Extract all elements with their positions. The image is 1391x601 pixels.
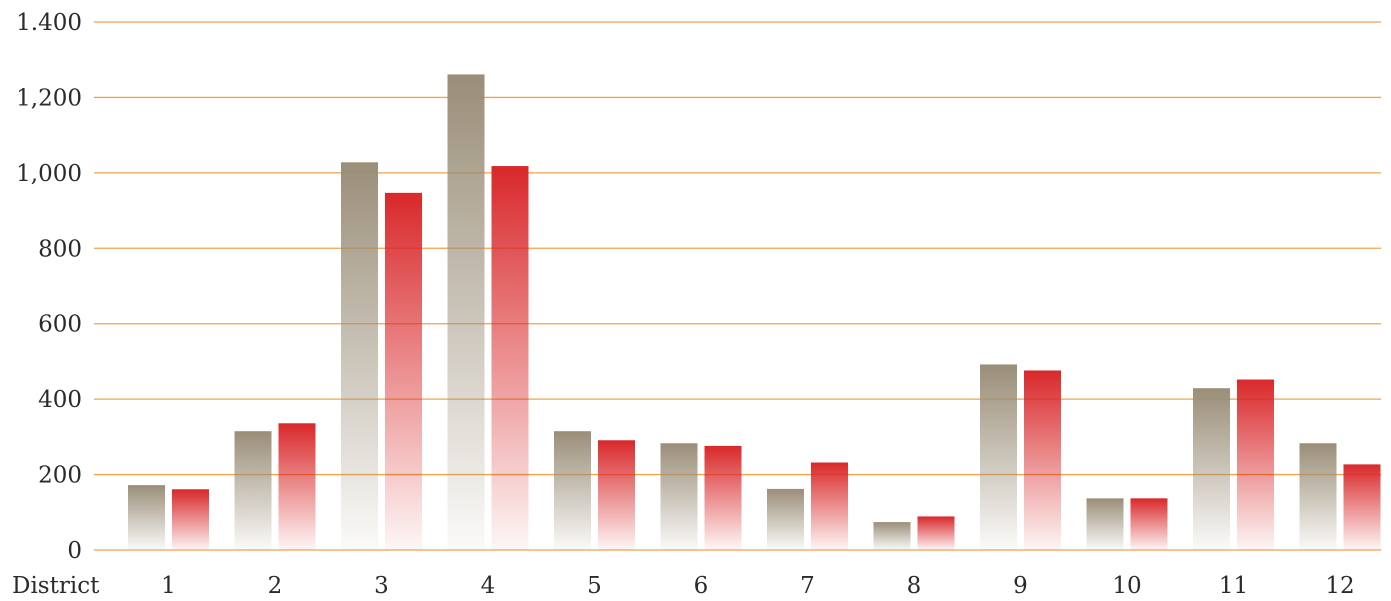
bar-district-9-series-1 [980, 364, 1017, 550]
bar-district-12-series-1 [1299, 443, 1337, 550]
bar-district-10-series-2 [1130, 498, 1168, 550]
bar-district-5-series-2 [598, 440, 635, 550]
y-tick-label: 1,200 [16, 85, 82, 111]
y-tick-label: 1,000 [16, 161, 82, 187]
x-tick-label: 8 [907, 573, 922, 599]
bar-district-4-series-2 [491, 166, 529, 550]
x-tick-label: 5 [587, 573, 602, 599]
x-tick-label: 9 [1013, 573, 1028, 599]
bar-district-6-series-1 [660, 443, 698, 550]
bar-district-5-series-1 [554, 431, 591, 550]
y-tick-label: 600 [38, 312, 82, 338]
bar-district-6-series-2 [704, 445, 742, 550]
y-axis-ticks: 0 200 400 600 800 1,000 1,200 1.400 [16, 10, 82, 564]
bar-district-7-series-2 [811, 462, 848, 550]
x-axis-title: District [12, 573, 100, 599]
bar-district-11-series-2 [1237, 379, 1274, 550]
x-axis-ticks: District 1 2 3 4 5 6 7 8 9 10 11 12 [12, 573, 1355, 599]
x-tick-label: 2 [268, 573, 283, 599]
y-tick-label: 800 [38, 236, 82, 262]
bars [128, 74, 1381, 551]
bar-district-2-series-1 [234, 431, 272, 550]
bar-district-2-series-2 [278, 423, 316, 550]
bar-district-8-series-1 [873, 522, 911, 550]
bar-district-7-series-1 [767, 488, 804, 550]
bar-district-3-series-2 [385, 192, 422, 551]
bar-district-11-series-1 [1193, 388, 1230, 550]
bar-district-4-series-1 [447, 74, 485, 551]
bar-district-1-series-1 [128, 485, 165, 550]
y-tick-label: 200 [38, 463, 82, 489]
y-tick-label: 0 [67, 538, 82, 564]
bar-district-12-series-2 [1343, 464, 1381, 550]
bar-district-10-series-1 [1086, 498, 1124, 550]
x-tick-label: 1 [161, 573, 176, 599]
bar-district-3-series-1 [341, 162, 378, 550]
x-tick-label: 12 [1325, 573, 1354, 599]
x-tick-label: 4 [481, 573, 496, 599]
x-tick-label: 10 [1112, 573, 1141, 599]
x-tick-label: 6 [694, 573, 709, 599]
bar-district-9-series-2 [1024, 370, 1061, 550]
y-tick-label: 400 [38, 387, 82, 413]
bar-district-1-series-2 [172, 489, 209, 550]
y-tick-label: 1.400 [16, 10, 82, 36]
x-tick-label: 11 [1219, 573, 1248, 599]
bar-district-8-series-2 [917, 516, 955, 550]
x-tick-label: 7 [800, 573, 815, 599]
x-tick-label: 3 [374, 573, 389, 599]
